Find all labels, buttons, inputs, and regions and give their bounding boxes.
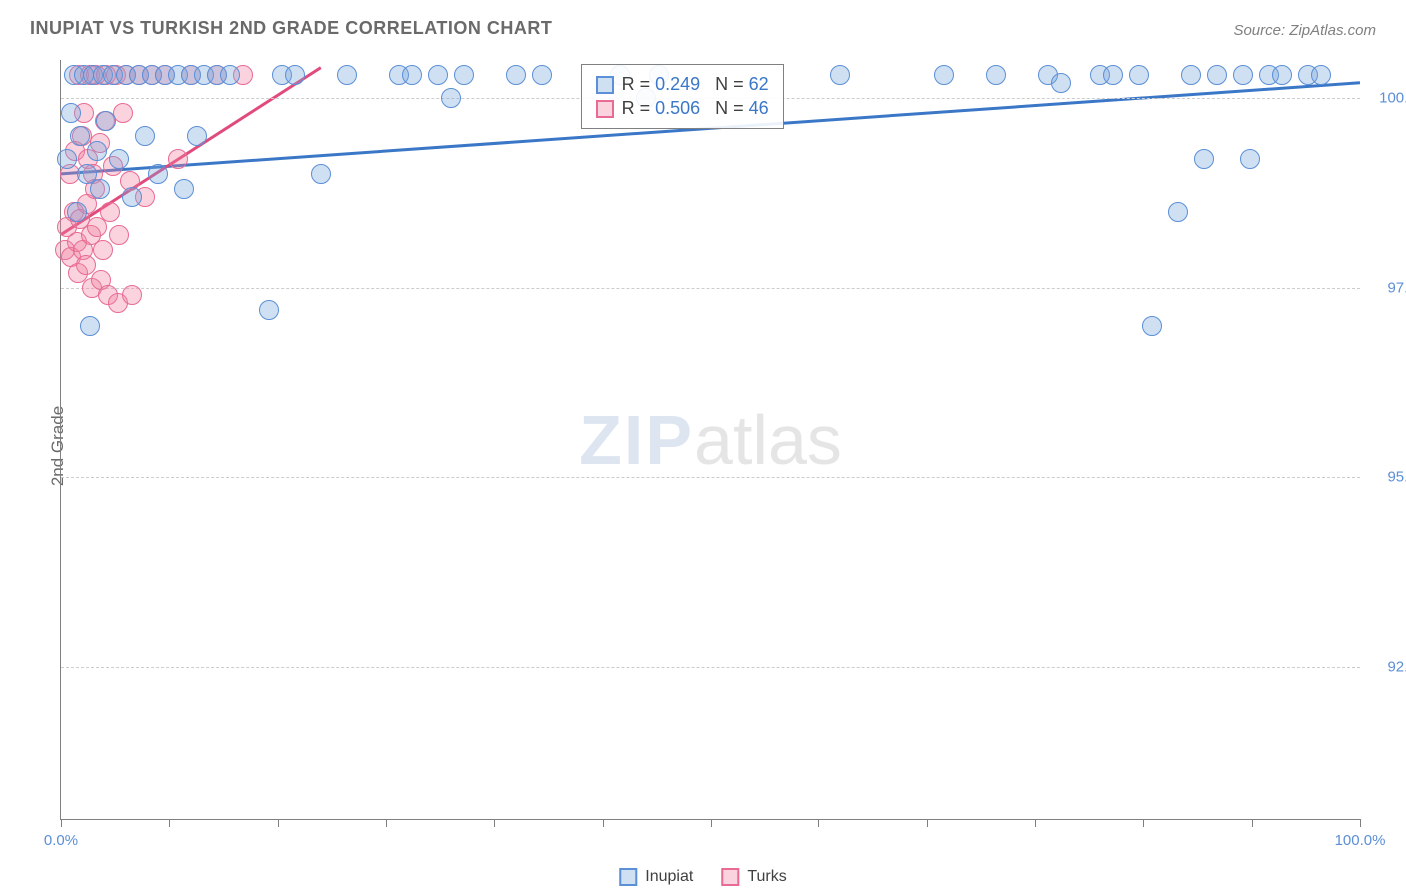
data-point-inupiat — [90, 179, 110, 199]
data-point-inupiat — [454, 65, 474, 85]
x-tick — [169, 819, 170, 827]
x-tick — [1252, 819, 1253, 827]
data-point-inupiat — [506, 65, 526, 85]
regression-lines — [61, 60, 1360, 819]
y-tick-label: 97.5% — [1370, 279, 1406, 296]
data-point-inupiat — [187, 126, 207, 146]
data-point-inupiat — [174, 179, 194, 199]
gridline — [61, 477, 1360, 478]
watermark-bold: ZIP — [579, 401, 694, 479]
data-point-inupiat — [57, 149, 77, 169]
chart-container: INUPIAT VS TURKISH 2ND GRADE CORRELATION… — [0, 0, 1406, 892]
data-point-inupiat — [135, 126, 155, 146]
stats-row-turks: R = 0.506 N = 46 — [596, 98, 769, 119]
x-tick — [711, 819, 712, 827]
chart-title: INUPIAT VS TURKISH 2ND GRADE CORRELATION… — [30, 18, 552, 39]
data-point-turks — [76, 255, 96, 275]
data-point-inupiat — [61, 103, 81, 123]
stats-text: R = 0.506 N = 46 — [622, 98, 769, 119]
y-tick-label: 100.0% — [1370, 89, 1406, 106]
data-point-turks — [93, 240, 113, 260]
data-point-turks — [168, 149, 188, 169]
data-point-inupiat — [80, 316, 100, 336]
gridline — [61, 667, 1360, 668]
x-tick — [278, 819, 279, 827]
data-point-inupiat — [428, 65, 448, 85]
legend-item-turks: Turks — [721, 868, 786, 886]
swatch-icon — [596, 76, 614, 94]
x-tick — [1143, 819, 1144, 827]
data-point-inupiat — [1129, 65, 1149, 85]
data-point-inupiat — [1311, 65, 1331, 85]
x-tick — [494, 819, 495, 827]
swatch-inupiat — [619, 868, 637, 886]
data-point-turks — [100, 202, 120, 222]
data-point-inupiat — [1240, 149, 1260, 169]
data-point-turks — [109, 225, 129, 245]
data-point-inupiat — [934, 65, 954, 85]
data-point-inupiat — [259, 300, 279, 320]
watermark-light: atlas — [694, 401, 842, 479]
x-tick-label: 100.0% — [1335, 832, 1386, 849]
x-tick — [818, 819, 819, 827]
data-point-inupiat — [337, 65, 357, 85]
data-point-inupiat — [87, 141, 107, 161]
stats-text: R = 0.249 N = 62 — [622, 74, 769, 95]
data-point-inupiat — [1272, 65, 1292, 85]
legend-item-inupiat: Inupiat — [619, 868, 693, 886]
swatch-turks — [721, 868, 739, 886]
x-tick — [61, 819, 62, 827]
x-tick-label: 0.0% — [44, 832, 78, 849]
x-tick — [927, 819, 928, 827]
data-point-inupiat — [109, 149, 129, 169]
swatch-icon — [596, 100, 614, 118]
y-tick-label: 92.5% — [1370, 659, 1406, 676]
source-label: Source: ZipAtlas.com — [1233, 22, 1376, 39]
data-point-inupiat — [96, 111, 116, 131]
data-point-inupiat — [311, 164, 331, 184]
data-point-inupiat — [830, 65, 850, 85]
stats-legend: R = 0.249 N = 62 R = 0.506 N = 46 — [581, 64, 784, 129]
stats-row-inupiat: R = 0.249 N = 62 — [596, 74, 769, 95]
data-point-inupiat — [1168, 202, 1188, 222]
data-point-inupiat — [1142, 316, 1162, 336]
data-point-inupiat — [402, 65, 422, 85]
data-point-inupiat — [1051, 73, 1071, 93]
x-tick — [1360, 819, 1361, 827]
x-tick — [386, 819, 387, 827]
data-point-inupiat — [70, 126, 90, 146]
data-point-inupiat — [122, 187, 142, 207]
data-point-inupiat — [1103, 65, 1123, 85]
data-point-inupiat — [1181, 65, 1201, 85]
data-point-inupiat — [1207, 65, 1227, 85]
data-point-inupiat — [148, 164, 168, 184]
plot-area: ZIPatlas 100.0%97.5%95.0%92.5%0.0%100.0%… — [60, 60, 1360, 820]
x-tick — [1035, 819, 1036, 827]
data-point-inupiat — [441, 88, 461, 108]
x-tick — [603, 819, 604, 827]
data-point-inupiat — [1194, 149, 1214, 169]
legend-label-inupiat: Inupiat — [645, 868, 693, 886]
y-tick-label: 95.0% — [1370, 469, 1406, 486]
bottom-legend: Inupiat Turks — [619, 868, 786, 886]
data-point-inupiat — [67, 202, 87, 222]
data-point-turks — [122, 285, 142, 305]
data-point-inupiat — [986, 65, 1006, 85]
data-point-inupiat — [1233, 65, 1253, 85]
watermark: ZIPatlas — [579, 400, 842, 480]
data-point-inupiat — [285, 65, 305, 85]
data-point-inupiat — [220, 65, 240, 85]
gridline — [61, 288, 1360, 289]
data-point-inupiat — [532, 65, 552, 85]
legend-label-turks: Turks — [747, 868, 786, 886]
